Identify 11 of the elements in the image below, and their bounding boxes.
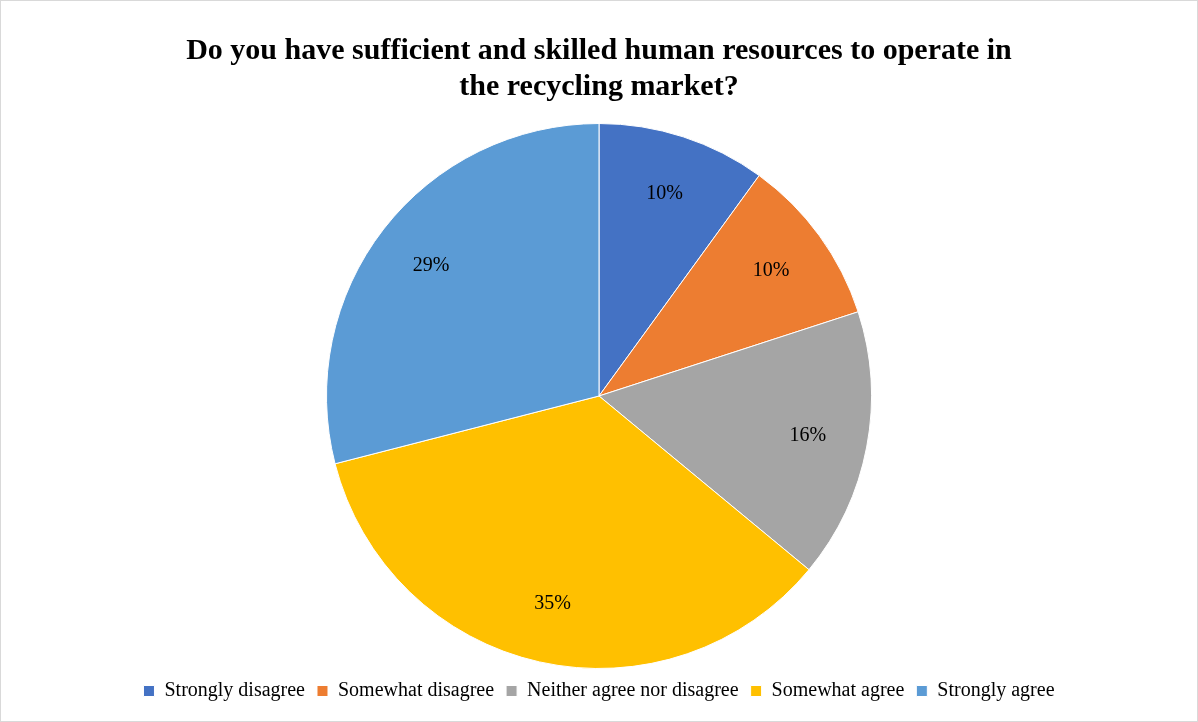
chart-title: Do you have sufficient and skilled human resources to operate in the recycling market? (186, 31, 1013, 101)
legend-label: Somewhat agree (771, 678, 905, 702)
data-label: 10% (646, 181, 684, 204)
data-label: 10% (752, 258, 790, 281)
data-label: 16% (789, 423, 827, 446)
data-label: 29% (412, 252, 450, 275)
legend-label: Strongly agree (937, 678, 1055, 702)
data-label: 35% (534, 590, 571, 613)
legend-label: Neither agree nor disagree (527, 678, 739, 702)
legend-label: Somewhat disagree (338, 678, 495, 702)
legend-label: Strongly disagree (164, 678, 306, 702)
